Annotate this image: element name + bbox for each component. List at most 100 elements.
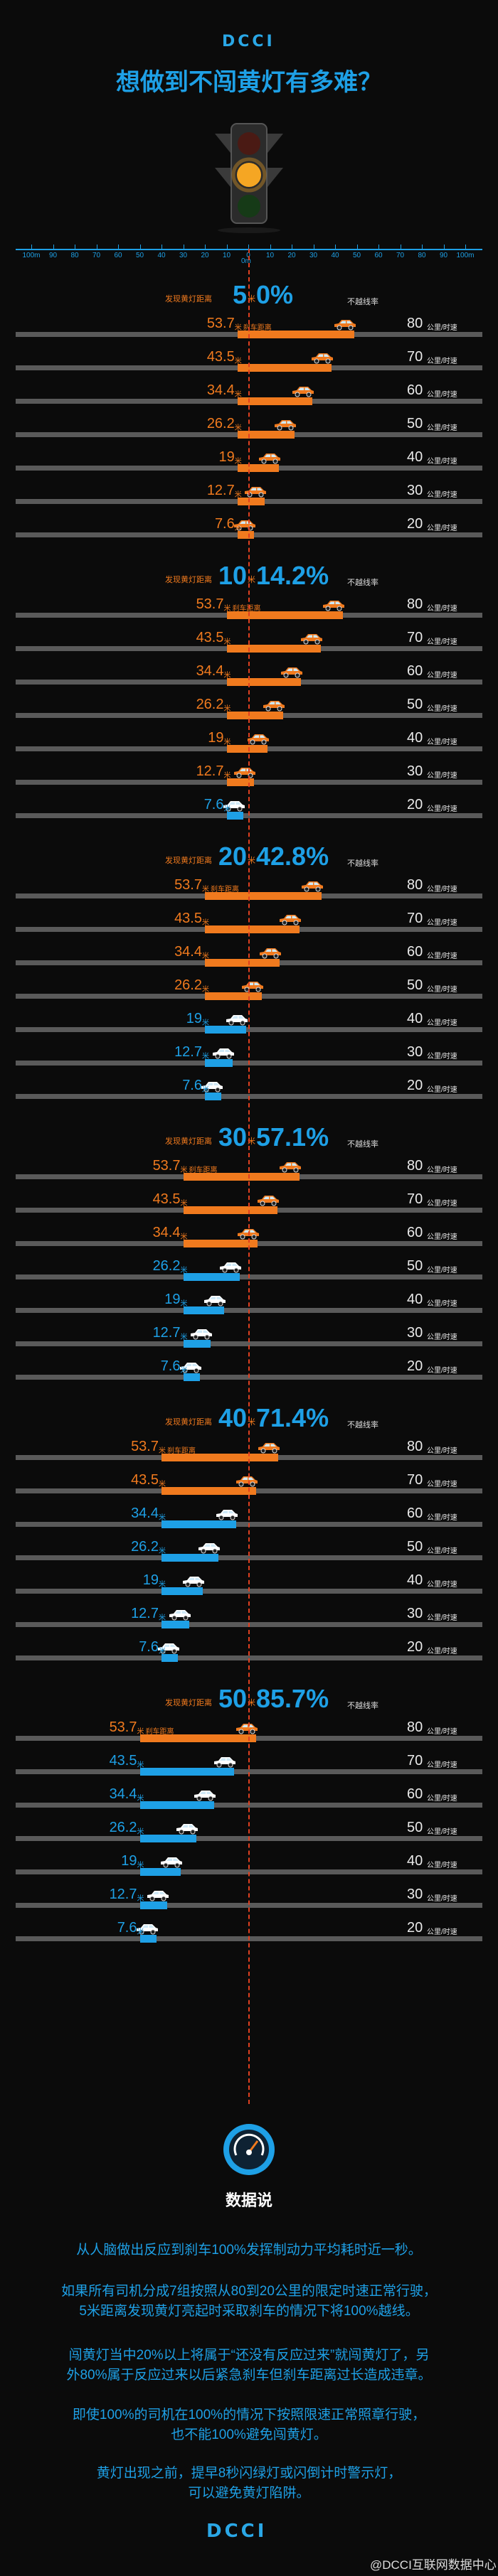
brake-value: 26.2	[206, 416, 235, 431]
brake-bar	[237, 498, 265, 505]
brake-unit: 米	[234, 391, 242, 399]
speed-value: 20	[407, 1639, 423, 1655]
speed-unit: 公里/时速	[427, 805, 457, 813]
brake-bar	[183, 1340, 211, 1348]
car-icon	[234, 768, 256, 778]
brake-distance-label: 刹车距离	[167, 1447, 196, 1455]
no-cross-label: 不越线率	[347, 859, 378, 868]
speed-unit: 公里/时速	[427, 324, 457, 332]
ruler-tick-label-right: 90	[439, 252, 448, 259]
ruler-tick	[53, 245, 54, 249]
car-icon	[235, 1476, 258, 1487]
speed-unit: 公里/时速	[427, 772, 457, 780]
brake-value: 7.6	[214, 516, 235, 532]
car-icon	[223, 801, 245, 812]
no-cross-label: 不越线率	[347, 298, 378, 306]
brake-value: 53.7	[206, 316, 235, 331]
speed-unit: 公里/时速	[427, 1547, 457, 1555]
brake-bar	[205, 992, 262, 1000]
no-cross-rate: 42.8%	[256, 842, 329, 871]
ruler-tick-label-left: 70	[92, 252, 101, 259]
no-cross-rate: 0%	[256, 280, 294, 309]
footer-paragraph-line: 也不能100%避免闯黄灯。	[171, 2427, 327, 2442]
brake-unit: 米	[234, 525, 242, 532]
brake-unit: 米	[202, 1019, 209, 1027]
speed-value: 60	[407, 382, 423, 398]
brake-unit: 米	[159, 1614, 166, 1622]
speed-value: 30	[407, 1606, 423, 1621]
brake-bar	[205, 925, 300, 933]
speed-value: 30	[407, 1325, 423, 1341]
brake-value: 19	[218, 449, 235, 465]
brake-unit: 米	[137, 1761, 144, 1769]
speed-value: 60	[407, 944, 423, 960]
speed-value: 70	[407, 1753, 423, 1769]
speed-unit: 公里/时速	[427, 1828, 457, 1836]
car-icon	[258, 454, 280, 464]
brake-unit: 米	[223, 638, 231, 646]
ruler-tick	[443, 245, 445, 249]
meter-unit: 米	[248, 1137, 255, 1146]
speed-unit: 公里/时速	[427, 605, 457, 613]
speed-value: 80	[407, 1719, 423, 1735]
brake-bar	[183, 1373, 200, 1381]
ruler-tick-label-right: 100m	[456, 252, 475, 259]
brake-value: 26.2	[174, 977, 202, 993]
speed-value: 50	[407, 1258, 423, 1274]
footer-paragraph-line: 如果所有司机分成7组按照从80到20公里的限定时速正常行驶，	[61, 2284, 437, 2299]
brake-value: 34.4	[196, 663, 224, 679]
speed-value: 30	[407, 1044, 423, 1060]
brake-value: 12.7	[196, 763, 224, 779]
ruler-tick	[356, 245, 358, 249]
speed-unit: 公里/时速	[427, 1267, 457, 1274]
brake-value: 7.6	[139, 1639, 159, 1655]
speed-value: 40	[407, 449, 423, 465]
speed-unit: 公里/时速	[427, 1053, 457, 1061]
speed-unit: 公里/时速	[427, 1086, 457, 1094]
brake-value: 12.7	[131, 1606, 159, 1621]
car-icon	[220, 1262, 242, 1273]
speed-unit: 公里/时速	[427, 1581, 457, 1589]
brake-bar	[161, 1454, 278, 1461]
brake-unit: 米	[137, 1728, 144, 1736]
detect-distance-value: 10	[218, 561, 247, 590]
speed-value: 40	[407, 1011, 423, 1026]
ruler-tick-label-left: 50	[135, 252, 144, 259]
speed-value: 80	[407, 1158, 423, 1174]
ruler-tick	[270, 245, 271, 249]
footer-paragraph-line: 外80%属于反应过来以后紧急刹车但刹车距离过长造成违章。	[66, 2368, 432, 2383]
no-cross-label: 不越线率	[347, 579, 378, 587]
brake-unit: 米	[159, 1581, 166, 1589]
brake-bar	[237, 364, 332, 372]
footer-paragraph: 闯黄灯当中20%以上将属于“还没有反应过来”就闯黄灯了，另 外80%属于反应过来以…	[21, 2346, 477, 2386]
brake-bar	[139, 1868, 181, 1876]
brake-value: 12.7	[109, 1887, 137, 1902]
brake-value: 7.6	[117, 1920, 137, 1936]
brake-value: 34.4	[152, 1225, 181, 1240]
speed-value: 40	[407, 1853, 423, 1869]
ruler-tick-label-right: 60	[374, 252, 383, 259]
footer-paragraph-line: 5米距离发现黄灯亮起时采取刹车的情况下将100%越线。	[79, 2304, 419, 2319]
ruler-tick	[118, 245, 119, 249]
brake-bar	[139, 1835, 197, 1842]
speed-unit: 公里/时速	[427, 1648, 457, 1655]
speed-unit: 公里/时速	[427, 525, 457, 532]
speed-value: 80	[407, 316, 423, 331]
speed-value: 50	[407, 1820, 423, 1835]
meter-unit: 米	[248, 576, 255, 584]
brake-bar	[226, 812, 243, 820]
brake-unit: 米	[234, 458, 242, 466]
brake-unit: 米	[202, 1086, 209, 1094]
panel-header: 发现黄灯距离 10 米 14.2% 不越线率	[0, 558, 498, 590]
brake-unit: 米	[159, 1447, 166, 1455]
brake-unit: 米	[234, 424, 242, 432]
speed-unit: 公里/时速	[427, 952, 457, 960]
ruler-tick-label-left: 10	[222, 252, 231, 259]
car-icon	[279, 915, 301, 925]
ruler-tick	[139, 245, 141, 249]
car-icon	[258, 1196, 280, 1206]
speed-unit: 公里/时速	[427, 1862, 457, 1869]
page-title: 想做到不闯黄灯有多难？	[116, 69, 382, 96]
car-icon	[212, 1048, 234, 1059]
brake-bar	[205, 1026, 246, 1034]
